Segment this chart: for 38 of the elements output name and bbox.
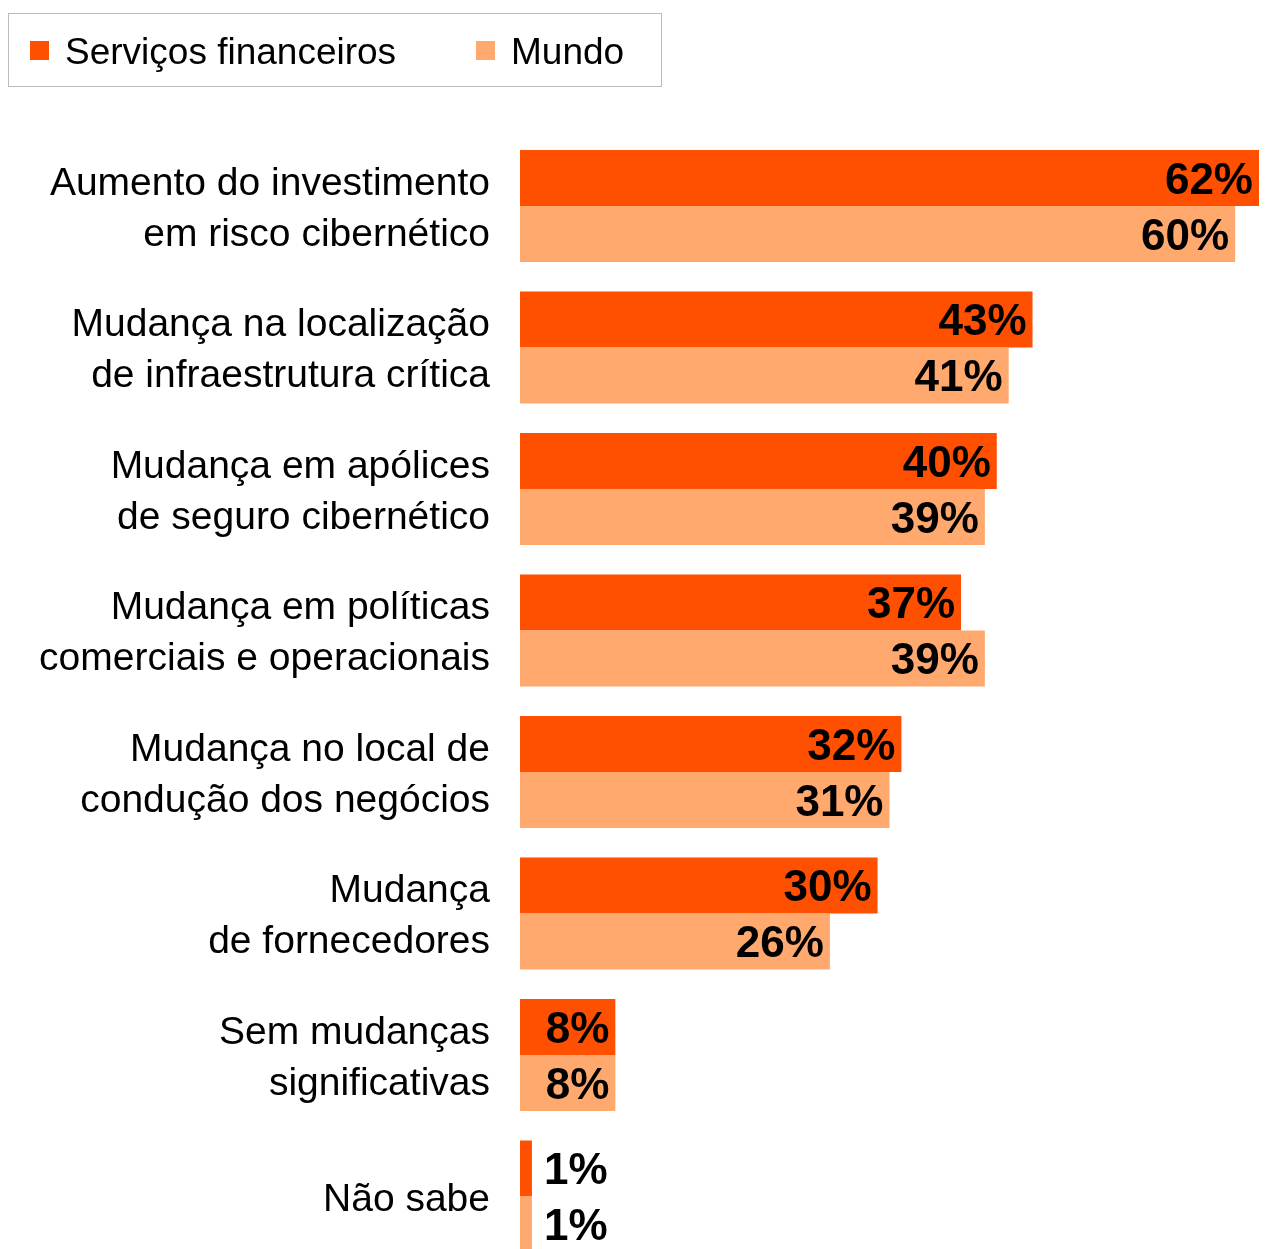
bar <box>520 433 997 489</box>
data-label: 8% <box>545 1058 610 1108</box>
bar <box>520 574 962 631</box>
bar <box>520 772 890 828</box>
y-tick-label: Não sabe <box>323 1175 490 1219</box>
y-tick-label: Mudança em apólices de seguro cibernético <box>110 442 490 537</box>
data-label: 8% <box>545 1002 610 1052</box>
bar <box>520 716 902 772</box>
data-label: 1% <box>543 1200 608 1249</box>
data-label: 30% <box>783 861 872 911</box>
legend-label: Serviços financeiros <box>65 31 397 73</box>
y-tick-label: Mudança no local de condução dos negócios <box>80 725 490 820</box>
y-tick-label: Mudança em políticas comerciais e operacionais <box>39 584 490 679</box>
data-label: 37% <box>866 578 956 628</box>
data-label: 62% <box>1164 153 1253 203</box>
bar <box>520 347 1009 404</box>
legend-label: Mundo <box>511 31 625 73</box>
data-label: 31% <box>795 775 884 825</box>
data-label: 39% <box>890 634 979 684</box>
y-tick-label: Sem mudanças significativas <box>219 1008 490 1103</box>
bar <box>520 630 985 687</box>
data-label: 41% <box>914 351 1003 401</box>
y-tick-label: Mudança na localização de infraestrutura crítica <box>71 301 491 396</box>
y-tick-label: Aumento do investimento em risco cibernético <box>49 159 490 254</box>
data-label: 26% <box>735 917 824 967</box>
data-label: 60% <box>1141 209 1230 259</box>
bar <box>520 913 830 970</box>
data-label: 32% <box>807 719 896 769</box>
bar <box>520 150 1259 206</box>
bar <box>520 489 985 545</box>
data-label: 40% <box>902 436 991 486</box>
bar <box>520 206 1236 262</box>
data-label: 1% <box>543 1144 608 1194</box>
bar <box>520 291 1033 348</box>
data-label: 39% <box>890 492 979 542</box>
data-label: 43% <box>938 295 1027 345</box>
bar <box>520 857 878 914</box>
y-tick-label: Mudança de fornecedores <box>208 867 491 962</box>
